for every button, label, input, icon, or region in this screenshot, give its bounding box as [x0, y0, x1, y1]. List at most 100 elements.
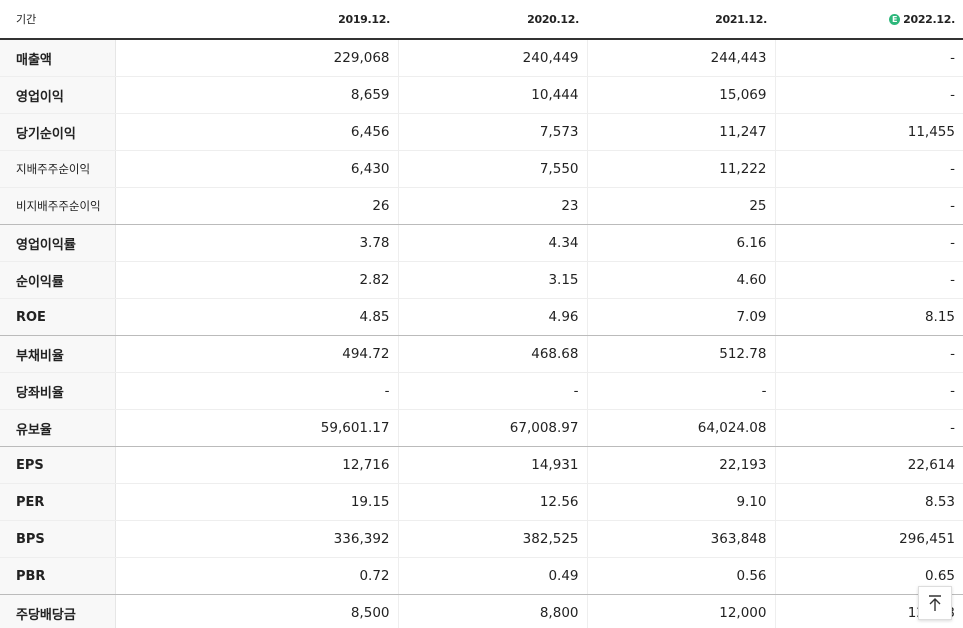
table-row: PER 19.15 12.56 9.10 8.53: [0, 483, 963, 521]
cell-value: 11,247: [587, 113, 776, 151]
header-label: 기간: [0, 0, 115, 40]
table-row: PBR 0.72 0.49 0.56 0.65: [0, 557, 963, 595]
row-label: 당좌비율: [0, 372, 116, 410]
cell-value: 67,008.97: [398, 409, 588, 447]
row-label: ROE: [0, 298, 116, 336]
arrow-up-icon: [929, 595, 941, 611]
cell-value: 8.53: [775, 483, 963, 521]
table-row: ROE 4.85 4.96 7.09 8.15: [0, 298, 963, 336]
cell-value: -: [398, 372, 588, 410]
cell-value: -: [775, 224, 963, 262]
cell-value: 512.78: [587, 335, 776, 373]
row-label: BPS: [0, 520, 116, 558]
cell-value: -: [775, 187, 963, 225]
cell-value: 26: [115, 187, 399, 225]
scroll-top-button[interactable]: [918, 586, 952, 620]
cell-value: 10,444: [398, 76, 588, 114]
table-row: 영업이익률 3.78 4.34 6.16-: [0, 224, 963, 262]
row-label: 주당배당금: [0, 594, 116, 628]
table-row: 당좌비율 - - - -: [0, 372, 963, 410]
header-column: 2020.12.: [398, 0, 587, 40]
cell-value: -: [775, 150, 963, 188]
cell-value: 11,455: [775, 113, 963, 151]
cell-value: 12,716: [115, 446, 399, 484]
table-row: 유보율 59,601.17 67,008.97 64,024.08-: [0, 409, 963, 447]
table-row: 지배주주순이익 6,430 7,550 11,222-: [0, 150, 963, 188]
cell-value: 494.72: [115, 335, 399, 373]
cell-value: 12.56: [398, 483, 588, 521]
cell-value: 8,800: [398, 594, 588, 628]
cell-value: 6.16: [587, 224, 776, 262]
cell-value: -: [775, 261, 963, 299]
cell-value: 12,000: [587, 594, 776, 628]
cell-value: 14,931: [398, 446, 588, 484]
row-label: PER: [0, 483, 116, 521]
cell-value: -: [775, 76, 963, 114]
row-label: 영업이익: [0, 76, 116, 114]
row-label: 지배주주순이익: [0, 150, 116, 188]
cell-value: 11,222: [587, 150, 776, 188]
cell-value: 19.15: [115, 483, 399, 521]
cell-value: 7,573: [398, 113, 588, 151]
header-column: E 2022.12.: [775, 0, 963, 40]
row-label: 부채비율: [0, 335, 116, 373]
header-column: 2021.12.: [587, 0, 775, 40]
cell-value: 7,550: [398, 150, 588, 188]
table-row: 비지배주주순이익 26 23 25-: [0, 187, 963, 225]
header-date: 2019.12.: [338, 12, 390, 26]
cell-value: 468.68: [398, 335, 588, 373]
cell-value: 2.82: [115, 261, 399, 299]
cell-value: 25: [587, 187, 776, 225]
table-row: 순이익률 2.82 3.15 4.60-: [0, 261, 963, 299]
cell-value: 8,659: [115, 76, 399, 114]
row-label: 순이익률: [0, 261, 116, 299]
cell-value: 23: [398, 187, 588, 225]
cell-value: 4.34: [398, 224, 588, 262]
cell-value: 240,449: [398, 39, 588, 77]
cell-value: 0.56: [587, 557, 776, 595]
table-row: 영업이익 8,659 10,444 15,069-: [0, 76, 963, 114]
cell-value: 336,392: [115, 520, 399, 558]
cell-value: -: [775, 409, 963, 447]
header-date: 2021.12.: [715, 12, 767, 26]
cell-value: 6,430: [115, 150, 399, 188]
table-row: 부채비율 494.72 468.68 512.78-: [0, 335, 963, 373]
cell-value: 382,525: [398, 520, 588, 558]
cell-value: 0.49: [398, 557, 588, 595]
row-label: 당기순이익: [0, 113, 116, 151]
cell-value: 9.10: [587, 483, 776, 521]
table-row: EPS 12,716 14,931 22,193 22,614: [0, 446, 963, 484]
header-column: 2019.12.: [115, 0, 398, 40]
cell-value: 8,500: [115, 594, 399, 628]
table-row: BPS 336,392 382,525 363,848 296,451: [0, 520, 963, 558]
row-label: 영업이익률: [0, 224, 116, 262]
cell-value: -: [775, 39, 963, 77]
cell-value: 6,456: [115, 113, 399, 151]
row-label: 비지배주주순이익: [0, 187, 116, 225]
cell-value: 4.60: [587, 261, 776, 299]
header-row: 기간 2019.12. 2020.12. 2021.12. E 2022.12.: [0, 0, 963, 40]
header-date: 2022.12.: [903, 12, 955, 26]
cell-value: 229,068: [115, 39, 399, 77]
cell-value: -: [587, 372, 776, 410]
cell-value: 4.96: [398, 298, 588, 336]
cell-value: 363,848: [587, 520, 776, 558]
cell-value: 296,451: [775, 520, 963, 558]
cell-value: 22,614: [775, 446, 963, 484]
row-label: 유보율: [0, 409, 116, 447]
cell-value: 4.85: [115, 298, 399, 336]
table-row: 매출액 229,068 240,449 244,443-: [0, 39, 963, 77]
cell-value: 8.15: [775, 298, 963, 336]
cell-value: 3.15: [398, 261, 588, 299]
row-label: 매출액: [0, 39, 116, 77]
cell-value: 64,024.08: [587, 409, 776, 447]
table-body: 매출액 229,068 240,449 244,443- 영업이익 8,659 10,444…: [0, 39, 963, 628]
table-row: 당기순이익 6,456 7,573 11,247 11,455: [0, 113, 963, 151]
cell-value: -: [775, 335, 963, 373]
cell-value: 244,443: [587, 39, 776, 77]
cell-value: 15,069: [587, 76, 776, 114]
cell-value: 59,601.17: [115, 409, 399, 447]
